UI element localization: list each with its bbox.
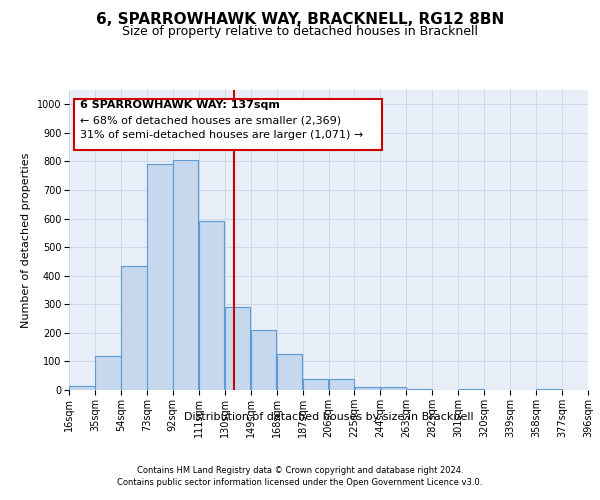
- Text: Contains public sector information licensed under the Open Government Licence v3: Contains public sector information licen…: [118, 478, 482, 487]
- Bar: [329, 378, 354, 390]
- Text: Contains HM Land Registry data © Crown copyright and database right 2024.: Contains HM Land Registry data © Crown c…: [137, 466, 463, 475]
- Text: ← 68% of detached houses are smaller (2,369): ← 68% of detached houses are smaller (2,…: [80, 116, 341, 126]
- Bar: [277, 354, 302, 390]
- Bar: [147, 164, 173, 390]
- Bar: [173, 160, 199, 390]
- Bar: [303, 378, 328, 390]
- Text: Size of property relative to detached houses in Bracknell: Size of property relative to detached ho…: [122, 25, 478, 38]
- Bar: [355, 387, 380, 390]
- Bar: [458, 388, 484, 390]
- Text: 6, SPARROWHAWK WAY, BRACKNELL, RG12 8BN: 6, SPARROWHAWK WAY, BRACKNELL, RG12 8BN: [96, 12, 504, 28]
- Bar: [69, 386, 95, 390]
- Bar: [380, 387, 406, 390]
- Bar: [121, 266, 146, 390]
- Bar: [407, 388, 432, 390]
- Bar: [536, 388, 562, 390]
- Text: 31% of semi-detached houses are larger (1,071) →: 31% of semi-detached houses are larger (…: [80, 130, 363, 140]
- Y-axis label: Number of detached properties: Number of detached properties: [22, 152, 31, 328]
- Text: Distribution of detached houses by size in Bracknell: Distribution of detached houses by size …: [184, 412, 473, 422]
- Bar: [251, 330, 277, 390]
- Bar: [225, 307, 250, 390]
- Bar: [95, 356, 121, 390]
- Text: 6 SPARROWHAWK WAY: 137sqm: 6 SPARROWHAWK WAY: 137sqm: [80, 100, 280, 110]
- Bar: [199, 222, 224, 390]
- FancyBboxPatch shape: [74, 98, 382, 150]
